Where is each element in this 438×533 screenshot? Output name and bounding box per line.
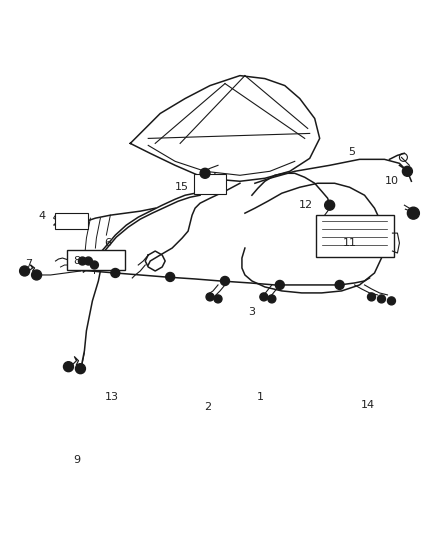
Text: 9: 9 — [74, 455, 81, 465]
Text: 10: 10 — [385, 176, 399, 187]
Text: 6: 6 — [104, 238, 111, 248]
FancyBboxPatch shape — [316, 215, 395, 257]
Text: 7: 7 — [25, 259, 33, 269]
Text: 13: 13 — [105, 392, 119, 402]
Text: 14: 14 — [360, 400, 374, 410]
Circle shape — [111, 269, 120, 278]
FancyBboxPatch shape — [194, 174, 226, 194]
Circle shape — [268, 295, 276, 303]
Circle shape — [325, 200, 335, 210]
Circle shape — [276, 280, 284, 289]
Circle shape — [200, 168, 210, 178]
Text: 1: 1 — [257, 392, 264, 402]
Circle shape — [90, 261, 99, 269]
Circle shape — [378, 295, 385, 303]
Text: 5: 5 — [349, 147, 356, 157]
Circle shape — [388, 297, 396, 305]
Circle shape — [214, 295, 222, 303]
Circle shape — [20, 266, 30, 276]
Circle shape — [407, 207, 419, 219]
Circle shape — [32, 270, 42, 280]
Circle shape — [75, 364, 85, 374]
Text: 3: 3 — [248, 306, 255, 317]
FancyBboxPatch shape — [54, 213, 88, 229]
Circle shape — [260, 293, 268, 301]
Circle shape — [206, 293, 214, 301]
FancyBboxPatch shape — [67, 249, 125, 270]
Text: 8: 8 — [74, 256, 81, 266]
Circle shape — [335, 280, 344, 289]
Circle shape — [78, 257, 86, 265]
Text: 12: 12 — [299, 200, 313, 211]
Circle shape — [64, 362, 74, 372]
Text: 2: 2 — [205, 402, 212, 413]
Text: 4: 4 — [39, 211, 46, 221]
Circle shape — [166, 272, 175, 281]
Circle shape — [220, 277, 230, 286]
Text: 11: 11 — [343, 238, 357, 248]
Circle shape — [367, 293, 375, 301]
Circle shape — [403, 166, 413, 176]
Circle shape — [85, 257, 92, 265]
Text: 15: 15 — [175, 182, 189, 192]
